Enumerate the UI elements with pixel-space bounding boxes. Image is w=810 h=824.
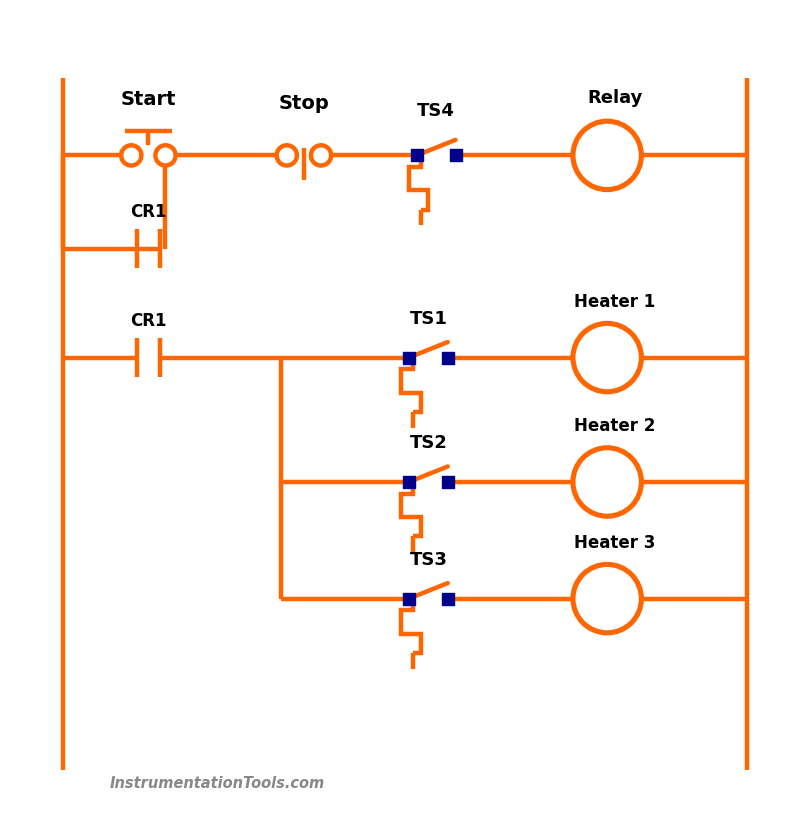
Point [410,149,423,162]
Point [441,475,454,489]
Point [403,351,416,364]
Text: InstrumentationTools.com: InstrumentationTools.com [109,776,325,791]
Circle shape [277,145,297,166]
Text: Heater 2: Heater 2 [574,417,655,435]
Point [449,149,462,162]
Text: H2: H2 [592,472,622,491]
Text: TS2: TS2 [409,434,447,452]
Text: Stop: Stop [279,94,330,113]
Text: Relay: Relay [587,89,642,107]
Point [441,592,454,605]
Text: Heater 1: Heater 1 [574,293,655,311]
Circle shape [573,323,642,391]
Text: CR1: CR1 [589,147,625,165]
Text: TS3: TS3 [409,551,447,569]
Text: CR1: CR1 [130,312,167,330]
Point [403,592,416,605]
Point [441,351,454,364]
Text: H1: H1 [592,348,622,367]
Point [403,475,416,489]
Circle shape [156,145,176,166]
Circle shape [573,447,642,516]
Text: CR1: CR1 [130,204,167,222]
Circle shape [311,145,331,166]
Circle shape [573,564,642,633]
Circle shape [573,121,642,190]
Circle shape [122,145,142,166]
Text: TS1: TS1 [409,310,447,328]
Text: TS4: TS4 [417,102,455,120]
Text: H3: H3 [592,589,622,608]
Text: Start: Start [121,90,176,109]
Text: Heater 3: Heater 3 [574,534,655,552]
